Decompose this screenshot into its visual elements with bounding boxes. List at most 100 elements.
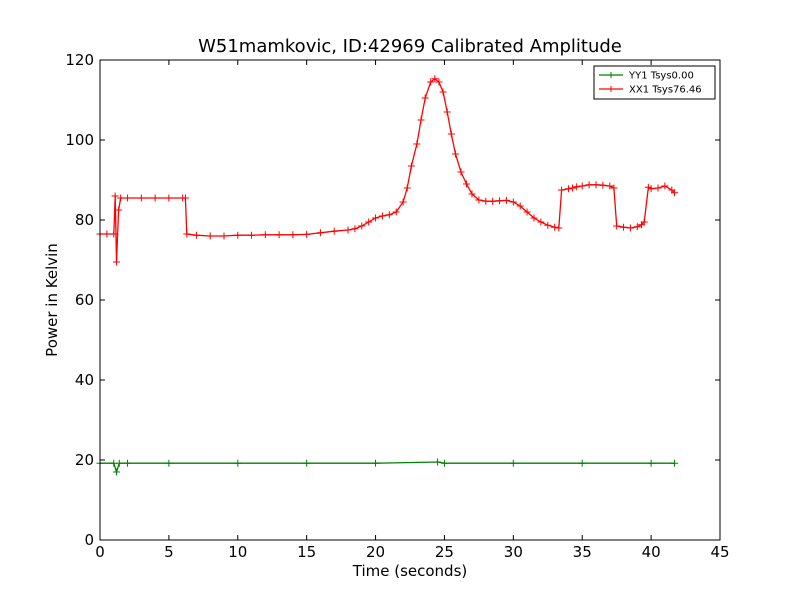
legend-box — [593, 65, 716, 100]
y-tick-label: 20 — [75, 451, 94, 469]
data-point — [443, 108, 451, 116]
data-point — [372, 459, 380, 467]
data-point — [234, 459, 242, 467]
data-point — [447, 130, 455, 138]
data-point — [385, 211, 393, 219]
data-point — [358, 222, 366, 230]
data-point — [578, 182, 586, 190]
data-point — [275, 231, 283, 239]
data-point — [468, 190, 476, 198]
data-point — [578, 459, 586, 467]
plot-frame — [99, 59, 721, 541]
legend-marker — [608, 72, 614, 78]
data-point — [530, 214, 538, 222]
x-tick-label: 0 — [95, 543, 105, 561]
data-point — [654, 184, 662, 192]
data-point — [439, 88, 447, 96]
x-tick-label: 25 — [435, 543, 454, 561]
series-2 — [96, 75, 679, 266]
data-point — [661, 182, 669, 190]
data-point — [351, 225, 359, 233]
data-point — [378, 212, 386, 220]
y-tick-label: 80 — [75, 211, 94, 229]
data-point — [434, 458, 442, 466]
data-point — [502, 196, 510, 204]
data-point — [220, 232, 228, 240]
data-point — [647, 459, 655, 467]
data-point — [183, 230, 191, 238]
data-point — [206, 232, 214, 240]
y-axis-label: Power in Kelvin — [43, 243, 61, 357]
data-point — [165, 459, 173, 467]
x-tick-label: 35 — [573, 543, 592, 561]
data-point — [113, 468, 121, 476]
data-point — [606, 182, 614, 190]
data-point — [451, 150, 459, 158]
x-tick-label: 10 — [228, 543, 247, 561]
data-point — [496, 197, 504, 205]
data-point — [482, 197, 490, 205]
data-point — [261, 231, 269, 239]
data-point — [399, 198, 407, 206]
data-point — [417, 116, 425, 124]
data-point — [647, 185, 655, 193]
data-point — [610, 184, 618, 192]
data-point — [407, 162, 415, 170]
data-point — [509, 459, 517, 467]
x-tick-label: 5 — [164, 543, 174, 561]
data-point — [372, 214, 380, 222]
data-point — [113, 258, 121, 266]
data-point — [613, 222, 621, 230]
data-point — [671, 189, 679, 197]
data-point — [558, 186, 566, 194]
data-point — [569, 184, 577, 192]
data-point — [344, 226, 352, 234]
data-point — [289, 231, 297, 239]
data-point — [585, 181, 593, 189]
series-1 — [96, 458, 679, 476]
data-point — [403, 184, 411, 192]
legend: YY1 Tsys0.00 XX1 Tsys76.46 — [593, 65, 716, 100]
data-point — [117, 194, 125, 202]
x-tick-label: 15 — [297, 543, 316, 561]
x-tick-label: 20 — [366, 543, 385, 561]
data-point — [640, 218, 648, 226]
data-point — [111, 192, 119, 200]
data-point — [248, 231, 256, 239]
data-point — [137, 194, 145, 202]
data-point — [626, 224, 634, 232]
data-point — [234, 231, 242, 239]
chart-title: W51mamkovic, ID:42969 Calibrated Amplitu… — [198, 36, 622, 57]
axis-ticks: 0 5 10 15 20 25 30 35 40 45 0 20 40 60 80 100 120 — [65, 51, 729, 561]
data-point — [516, 202, 524, 210]
data-point — [316, 229, 324, 237]
data-point — [633, 223, 641, 231]
data-point — [392, 208, 400, 216]
x-tick-label: 30 — [504, 543, 523, 561]
data-point — [103, 230, 111, 238]
data-point — [620, 223, 628, 231]
data-point — [115, 459, 123, 467]
data-point — [431, 75, 439, 83]
data-point — [165, 194, 173, 202]
data-point — [115, 206, 123, 214]
legend-marker — [608, 86, 614, 92]
x-tick-label: 40 — [642, 543, 661, 561]
data-point — [303, 459, 311, 467]
data-point — [413, 140, 421, 148]
legend-label: XX1 Tsys76.46 — [629, 85, 702, 96]
data-point — [110, 230, 118, 238]
data-point — [475, 196, 483, 204]
data-point — [440, 459, 448, 467]
data-point — [330, 227, 338, 235]
data-point — [435, 78, 443, 86]
data-point — [192, 231, 200, 239]
data-point — [544, 221, 552, 229]
y-tick-label: 120 — [65, 51, 94, 69]
data-point — [303, 230, 311, 238]
data-point — [551, 223, 559, 231]
data-point — [599, 181, 607, 189]
data-point — [457, 168, 465, 176]
data-point — [509, 198, 517, 206]
data-point — [181, 194, 189, 202]
